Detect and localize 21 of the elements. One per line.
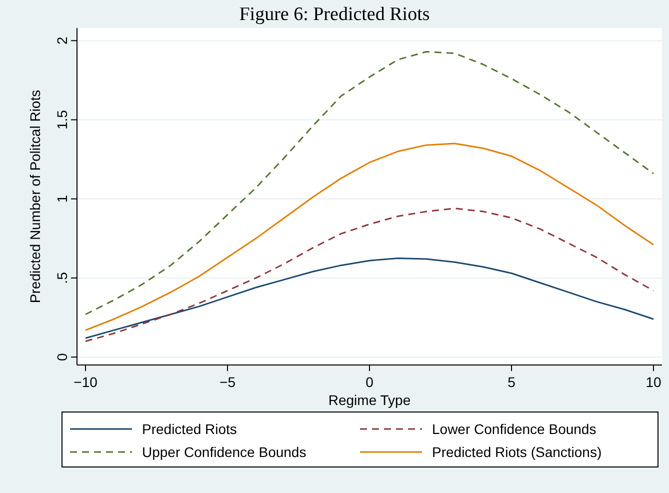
line-series — [84, 257, 654, 339]
x-tick-label: −10 — [74, 374, 98, 390]
x-tick-label: 10 — [646, 374, 662, 390]
y-tick-label: 0 — [54, 352, 70, 361]
legend-label: Upper Confidence Bounds — [142, 444, 306, 460]
legend-label: Predicted Riots — [142, 421, 237, 437]
x-tick-label: 5 — [508, 374, 516, 390]
line-series — [84, 142, 654, 331]
x-tick-label: 0 — [366, 374, 374, 390]
legend-label: Lower Confidence Bounds — [432, 421, 596, 437]
y-tick-label: 1 — [54, 194, 70, 203]
line-series — [84, 208, 654, 342]
y-tick-label: .5 — [54, 272, 70, 284]
line-series — [84, 50, 654, 316]
y-axis-title: Predicted Number of Politcal Riots — [27, 90, 43, 304]
chart-title: Figure 6: Predicted Riots — [239, 4, 430, 25]
y-tick-label: 1.5 — [54, 110, 70, 130]
y-tick-label: 2 — [54, 36, 70, 45]
x-axis-title: Regime Type — [328, 392, 411, 408]
x-tick-label: −5 — [220, 374, 236, 390]
legend-label: Predicted Riots (Sanctions) — [432, 444, 602, 460]
